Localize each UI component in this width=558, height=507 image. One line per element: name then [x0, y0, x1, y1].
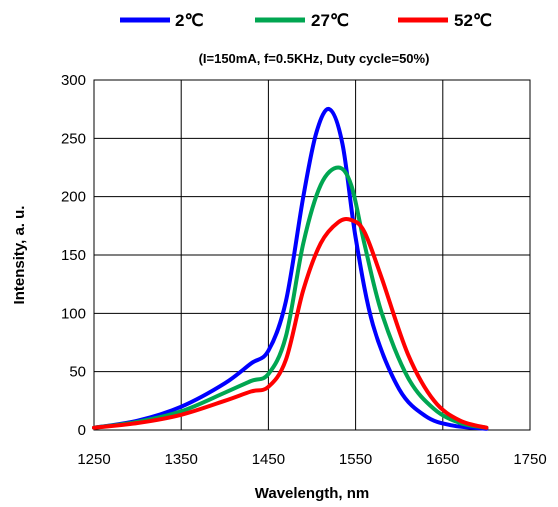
x-tick-label: 1550	[339, 451, 372, 468]
x-tick-labels: 1250 1350 1450 1550 1650 1750	[77, 451, 546, 468]
series-line-3	[92, 216, 489, 430]
x-tick-label: 1450	[252, 451, 285, 468]
legend-label-2: 27℃	[311, 11, 349, 30]
series-line-1	[92, 107, 489, 431]
y-axis-title: Intensity, a. u.	[11, 206, 28, 305]
series-line-2	[92, 165, 489, 430]
x-tick-label: 1350	[165, 451, 198, 468]
y-tick-labels: 0 50 100 150 200 250 300	[61, 72, 86, 439]
legend-item-3: 52℃	[398, 11, 492, 30]
x-tick-label: 1750	[513, 451, 546, 468]
x-tick-label: 1650	[426, 451, 459, 468]
series-lines	[92, 107, 489, 431]
y-tick-label: 250	[61, 130, 86, 147]
legend-item-1: 2℃	[120, 11, 204, 30]
x-axis-title: Wavelength, nm	[255, 485, 369, 502]
legend-label-1: 2℃	[175, 11, 204, 30]
y-tick-label: 0	[78, 422, 86, 439]
y-tick-label: 50	[69, 364, 86, 381]
gridlines	[94, 80, 530, 430]
y-tick-label: 100	[61, 305, 86, 322]
x-tick-label: 1250	[77, 451, 110, 468]
chart-subtitle: (I=150mA, f=0.5KHz, Duty cycle=50%)	[199, 51, 430, 66]
y-tick-label: 150	[61, 247, 86, 264]
y-tick-label: 200	[61, 189, 86, 206]
plot-area	[93, 79, 531, 431]
legend: 2℃ 27℃ 52℃	[120, 11, 492, 30]
legend-item-2: 27℃	[255, 11, 349, 30]
y-tick-label: 300	[61, 72, 86, 89]
legend-label-3: 52℃	[454, 11, 492, 30]
